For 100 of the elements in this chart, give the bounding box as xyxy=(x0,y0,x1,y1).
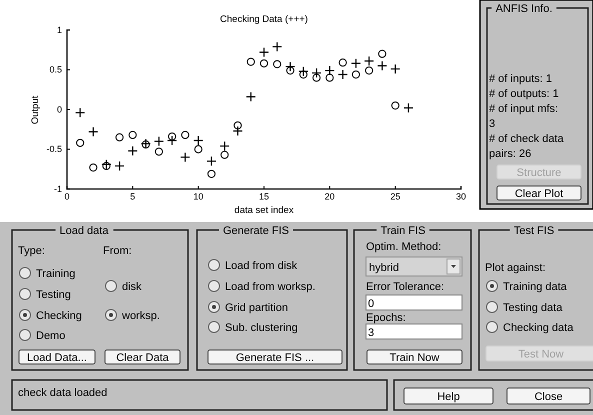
point xyxy=(88,126,98,137)
point xyxy=(246,58,255,66)
point xyxy=(180,152,190,162)
text: Help xyxy=(437,391,460,403)
y-tick-label: -1 xyxy=(54,184,62,194)
point xyxy=(89,163,98,172)
x-tick-label: 5 xyxy=(130,191,136,202)
point xyxy=(298,66,308,76)
point xyxy=(234,121,242,130)
x-tick-label: 10 xyxy=(193,191,204,202)
point xyxy=(324,65,335,76)
text: Training data xyxy=(503,281,568,293)
text: ANFIS Info. xyxy=(496,3,552,15)
y-axis-title: Output xyxy=(30,95,41,124)
point xyxy=(352,70,360,79)
text: check data loaded xyxy=(18,387,108,399)
text: # of inputs: 1 xyxy=(489,73,552,85)
point xyxy=(76,138,84,147)
point xyxy=(311,68,322,78)
text: Structure xyxy=(516,167,562,179)
point xyxy=(365,66,374,75)
point xyxy=(299,70,308,79)
point xyxy=(206,156,217,166)
x-tick-label: 0 xyxy=(64,191,70,202)
text: Test FIS xyxy=(514,225,554,237)
text: worksp. xyxy=(121,310,160,322)
text: Load from worksp. xyxy=(225,281,316,293)
text: disk xyxy=(122,281,142,293)
y-tick-label: -0.5 xyxy=(46,144,62,154)
y-tick-label: 1 xyxy=(56,24,62,35)
text: Checking data xyxy=(503,322,574,334)
text: Load data xyxy=(60,225,110,237)
point xyxy=(350,58,362,68)
chart-title: Checking Data (+++) xyxy=(220,14,308,25)
y-tick-label: 0.5 xyxy=(49,64,62,75)
point xyxy=(391,101,400,110)
point xyxy=(377,60,388,71)
point xyxy=(338,58,347,67)
point xyxy=(75,108,86,118)
text: Checking xyxy=(36,310,82,322)
point xyxy=(286,66,294,75)
point xyxy=(115,133,124,142)
point xyxy=(181,130,190,139)
text: Testing data xyxy=(503,302,564,314)
point xyxy=(338,69,348,80)
x-tick-label: 15 xyxy=(258,191,270,202)
text: Optim. Method: xyxy=(366,241,442,253)
x-tick-label: 30 xyxy=(456,191,466,202)
point xyxy=(128,130,137,139)
point xyxy=(194,145,202,154)
text: From: xyxy=(103,245,132,257)
text: Clear Plot xyxy=(514,188,564,200)
point xyxy=(364,56,374,66)
text: Close xyxy=(534,391,563,403)
text: Train Now xyxy=(390,352,440,364)
point xyxy=(232,126,243,136)
point xyxy=(403,102,414,114)
point xyxy=(312,74,321,82)
point xyxy=(193,135,204,146)
point xyxy=(260,59,268,68)
text: # of check data xyxy=(489,133,564,145)
point xyxy=(285,61,296,72)
point xyxy=(258,47,270,58)
text: hybrid xyxy=(369,262,399,274)
x-tick-label: 20 xyxy=(324,191,335,202)
text: Demo xyxy=(36,330,66,342)
point xyxy=(154,136,164,146)
x-axis-title: data set index xyxy=(234,205,294,216)
text: Clear Data xyxy=(116,352,170,364)
point xyxy=(114,160,125,172)
x-tick-label: 25 xyxy=(390,191,400,202)
point xyxy=(207,170,216,178)
text: # of outputs: 1 xyxy=(489,88,559,100)
point xyxy=(272,42,282,52)
text: pairs: 26 xyxy=(489,148,532,160)
point xyxy=(390,64,400,74)
point xyxy=(220,150,229,159)
point xyxy=(326,74,334,82)
text: Load Data... xyxy=(27,352,87,364)
point xyxy=(378,50,386,58)
text: Type: xyxy=(18,245,45,257)
point xyxy=(102,162,110,170)
text: Error Tolerance: xyxy=(366,281,444,293)
text: 3 xyxy=(489,118,496,130)
text: Grid partition xyxy=(225,302,288,314)
point xyxy=(128,146,138,156)
text: 0 xyxy=(368,298,374,310)
text: Training xyxy=(36,268,76,280)
text: Generate FIS xyxy=(222,225,290,237)
text: Train FIS xyxy=(380,225,426,237)
text: Epochs: xyxy=(366,312,406,324)
y-tick-label: 0 xyxy=(56,104,62,114)
point xyxy=(246,92,256,102)
point xyxy=(154,148,163,156)
point xyxy=(220,140,230,152)
point xyxy=(273,60,282,68)
point xyxy=(166,135,178,146)
point xyxy=(168,132,176,141)
text: Plot against: xyxy=(485,262,546,274)
text: # of input mfs: xyxy=(489,103,558,115)
